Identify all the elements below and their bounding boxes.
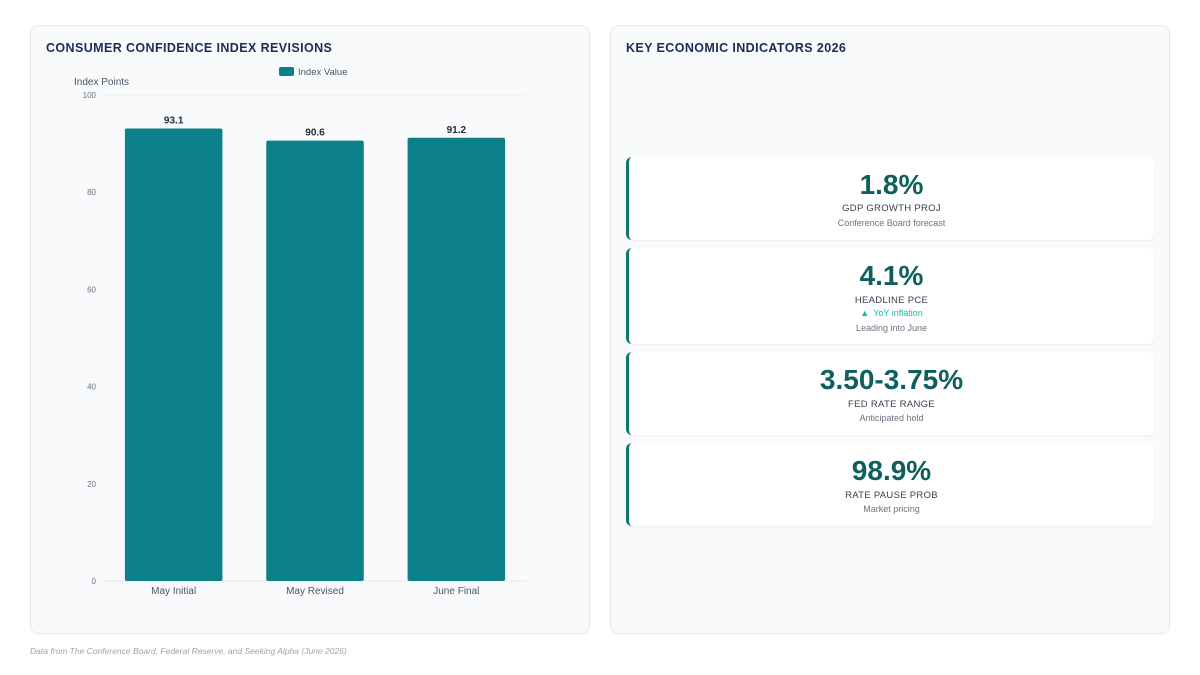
y-tick-label: 100 [83, 91, 97, 100]
kpi-value: 98.9% [851, 455, 932, 486]
kpi-trend-label: YoY inflation [873, 308, 923, 318]
up-triangle-icon: ▲ [860, 308, 870, 318]
kpi-label: FED RATE RANGE [848, 399, 935, 410]
indicators-panel: KEY ECONOMIC INDICATORS 2026 1.8% GDP GR… [610, 25, 1170, 634]
bar-value-label: 93.1 [164, 116, 184, 127]
kpi-card-gdp: 1.8% GDP GROWTH PROJ Conference Board fo… [626, 157, 1154, 240]
chart-panel-title: CONSUMER CONFIDENCE INDEX REVISIONS [46, 41, 333, 55]
bars-group: 93.1 90.6 91.2 [124, 116, 506, 581]
bar [407, 137, 506, 581]
bar-value-label: 91.2 [447, 125, 467, 136]
y-tick-label: 40 [87, 383, 96, 392]
kpi-value: 3.50-3.75% [819, 364, 964, 395]
kpi-label: RATE PAUSE PROB [845, 490, 938, 501]
bar-value-label: 90.6 [305, 128, 325, 139]
x-tick-label: May Initial [151, 586, 196, 597]
kpi-label: HEADLINE PCE [854, 295, 929, 306]
bar [266, 140, 364, 581]
y-tick-label: 80 [87, 188, 96, 197]
bar [124, 128, 223, 581]
y-axis-label: Index Points [74, 77, 129, 88]
x-axis-ticks: May Initial May Revised June Final [151, 586, 479, 597]
source-footnote: Data from The Conference Board, Federal … [30, 646, 347, 656]
indicators-panel-title: KEY ECONOMIC INDICATORS 2026 [626, 41, 847, 55]
x-tick-label: June Final [433, 586, 479, 597]
x-tick-label: May Revised [286, 586, 344, 597]
kpi-subtext: Market pricing [863, 504, 920, 514]
kpi-subtext: Leading into June [855, 323, 928, 333]
kpi-trend: ▲ YoY inflation [629, 308, 1154, 318]
y-axis-ticks: 0 20 40 60 80 100 [83, 91, 97, 586]
kpi-subtext: Anticipated hold [859, 413, 924, 423]
bar-chart: Index Value Index Points 0 20 40 60 80 100 93… [74, 67, 527, 597]
y-tick-label: 20 [87, 480, 96, 489]
kpi-label: GDP GROWTH PROJ [842, 203, 941, 214]
chart-legend: Index Value [279, 67, 347, 78]
kpi-card-rate-pause: 98.9% RATE PAUSE PROB Market pricing [626, 443, 1154, 526]
kpi-card-pce: 4.1% HEADLINE PCE ▲ YoY inflation Leading… [626, 248, 1154, 344]
kpi-value: 4.1% [859, 260, 924, 291]
kpi-card-fed-rate: 3.50-3.75% FED RATE RANGE Anticipated ho… [626, 352, 1154, 435]
kpi-value: 1.8% [859, 169, 924, 200]
y-tick-label: 60 [87, 285, 96, 294]
kpi-subtext: Conference Board forecast [837, 218, 946, 228]
y-tick-label: 0 [92, 577, 97, 586]
chart-panel: CONSUMER CONFIDENCE INDEX REVISIONS Inde… [30, 25, 590, 634]
legend-label-index-value: Index Value [298, 67, 347, 78]
legend-swatch [279, 67, 294, 76]
